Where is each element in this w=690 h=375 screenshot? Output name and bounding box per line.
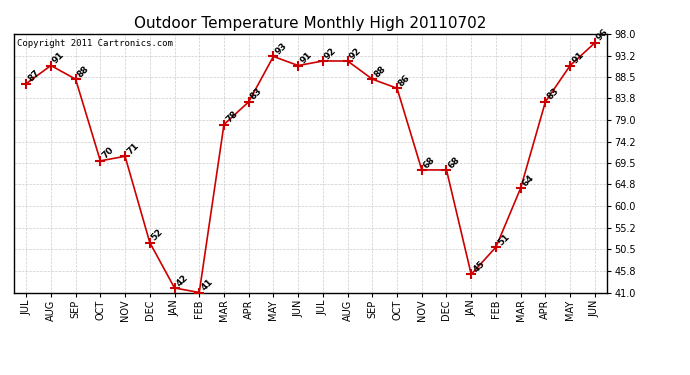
Text: 41: 41 [199,277,215,292]
Text: 78: 78 [224,109,239,124]
Text: 92: 92 [323,46,338,61]
Text: 45: 45 [471,259,486,274]
Text: 70: 70 [100,146,115,161]
Text: 51: 51 [496,232,511,247]
Text: 71: 71 [125,141,140,156]
Text: 52: 52 [150,227,165,243]
Text: 83: 83 [248,87,264,102]
Text: 64: 64 [521,173,536,188]
Text: 87: 87 [26,68,41,84]
Text: 68: 68 [422,155,437,170]
Text: 96: 96 [595,27,610,43]
Text: Copyright 2011 Cartronics.com: Copyright 2011 Cartronics.com [17,39,172,48]
Text: 91: 91 [570,50,585,66]
Text: 42: 42 [175,273,190,288]
Text: 91: 91 [298,50,313,66]
Text: 88: 88 [373,64,388,79]
Text: 91: 91 [51,50,66,66]
Text: 88: 88 [76,64,91,79]
Text: 92: 92 [348,46,363,61]
Text: 93: 93 [273,41,288,57]
Title: Outdoor Temperature Monthly High 20110702: Outdoor Temperature Monthly High 2011070… [135,16,486,31]
Text: 68: 68 [446,155,462,170]
Text: 83: 83 [545,87,560,102]
Text: 86: 86 [397,73,412,88]
